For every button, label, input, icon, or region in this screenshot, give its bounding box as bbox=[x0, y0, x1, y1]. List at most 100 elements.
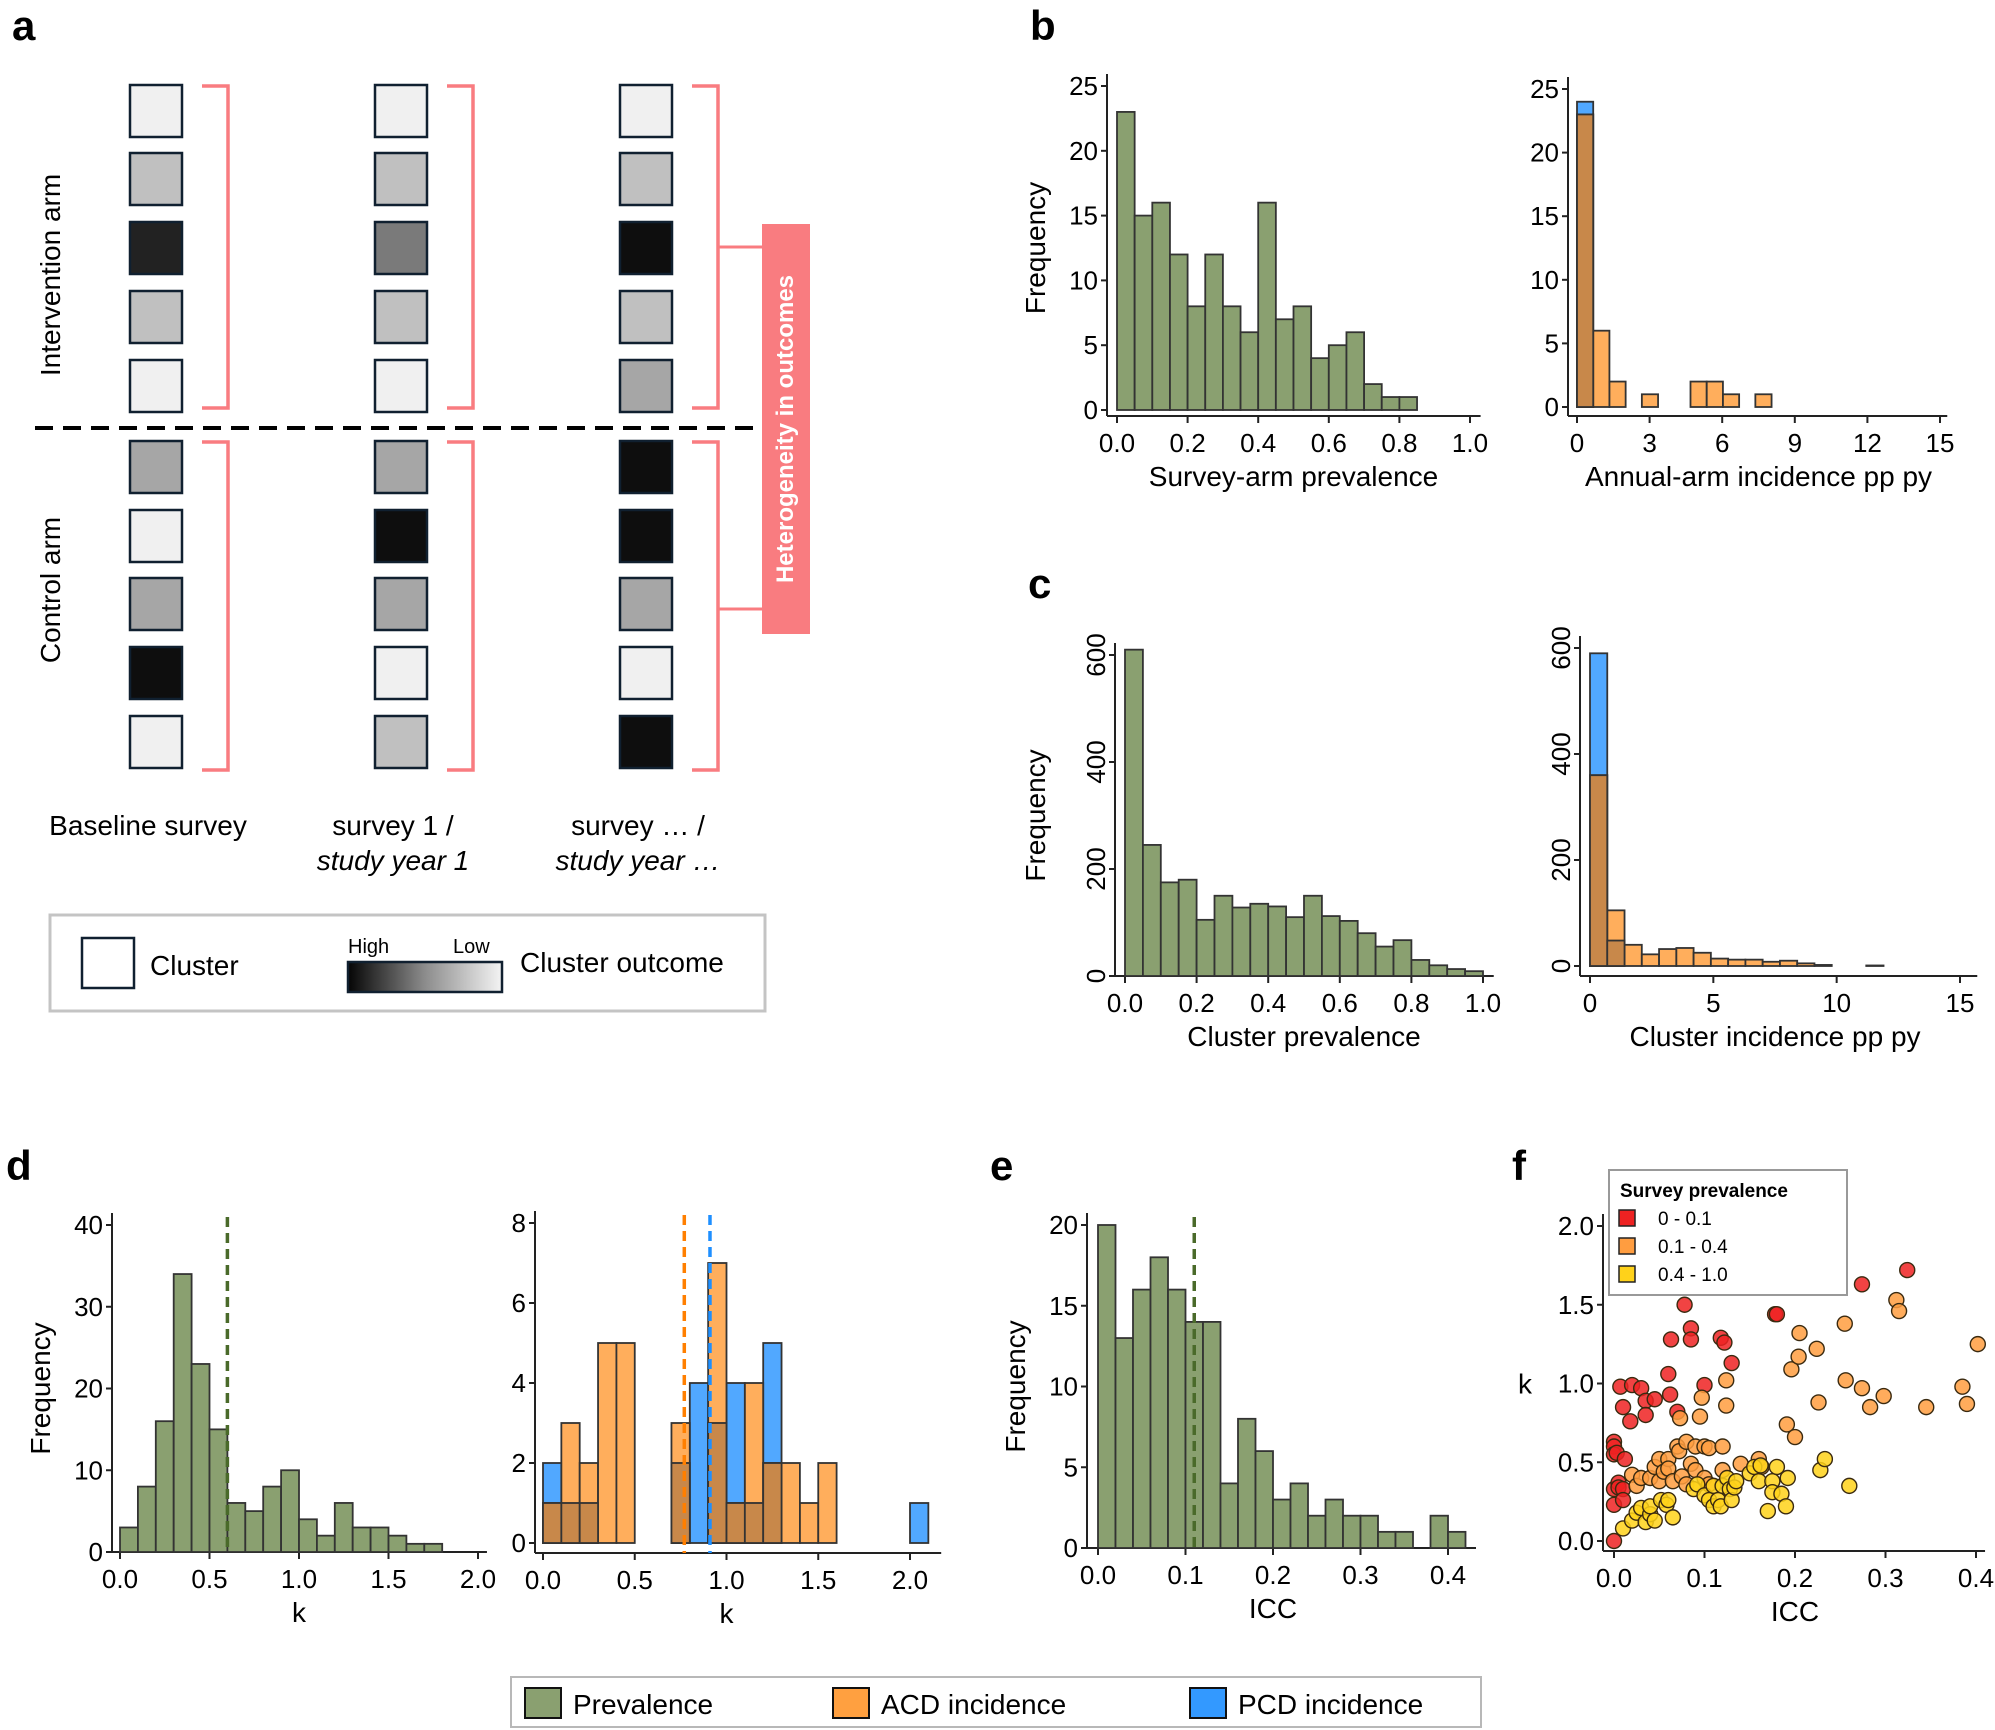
bracket-control bbox=[202, 440, 230, 772]
histogram-bar bbox=[154, 1420, 175, 1553]
histogram-bar bbox=[1307, 1514, 1327, 1549]
cluster-square-intervention bbox=[618, 83, 674, 139]
x-tick-label: 0.1 bbox=[1686, 1563, 1722, 1593]
scatter-legend-title: Survey prevalence bbox=[1620, 1181, 1788, 1202]
y-tick-label: 200 bbox=[1546, 838, 1576, 881]
histogram-bar bbox=[1213, 894, 1234, 977]
legend-label-prevalence: Prevalence bbox=[573, 1689, 713, 1720]
bracket-control bbox=[447, 440, 475, 772]
x-tick-label: 9 bbox=[1788, 428, 1802, 458]
y-tick-label: 600 bbox=[1546, 626, 1576, 669]
y-tick-label: 0 bbox=[1546, 959, 1576, 973]
x-tick-label: 0.8 bbox=[1393, 988, 1429, 1018]
y-tick-label: 4 bbox=[512, 1368, 526, 1398]
cluster-square-control bbox=[128, 508, 184, 564]
histogram-overlap-bar bbox=[1576, 113, 1595, 408]
histogram-bar bbox=[1464, 970, 1484, 977]
histogram-bar bbox=[119, 1526, 139, 1553]
x-tick-label: 2.0 bbox=[460, 1564, 496, 1594]
scatter-point bbox=[1660, 1491, 1677, 1509]
histogram-bar bbox=[1114, 1337, 1134, 1549]
y-tick-label: 0 bbox=[512, 1528, 526, 1558]
scatter-point bbox=[1759, 1502, 1777, 1520]
histogram-bar bbox=[688, 1382, 710, 1544]
y-tick-label: 20 bbox=[74, 1374, 103, 1404]
y-tick-label: 15 bbox=[1530, 201, 1559, 231]
scatter-point bbox=[1861, 1398, 1879, 1416]
x-axis-label: k bbox=[720, 1598, 735, 1629]
histogram-bar bbox=[1338, 919, 1359, 977]
x-tick-label: 0.2 bbox=[1777, 1563, 1813, 1593]
y-tick-label: 0 bbox=[1545, 392, 1559, 422]
histogram-bar bbox=[333, 1502, 354, 1553]
histogram-bar bbox=[1705, 380, 1724, 408]
x-tick-label: 0.4 bbox=[1430, 1560, 1466, 1590]
y-axis-label: Frequency bbox=[1020, 182, 1051, 314]
scatter-point bbox=[1614, 1398, 1632, 1416]
histogram-bar bbox=[615, 1342, 636, 1544]
histogram-bar bbox=[1124, 648, 1144, 977]
histogram-overlap-bar bbox=[725, 1502, 746, 1544]
x-tick-label: 0.5 bbox=[191, 1564, 227, 1594]
scatter-point bbox=[1779, 1469, 1796, 1487]
histogram-bar bbox=[1796, 962, 1816, 967]
panel-a-diagram: Intervention arm Control arm Heterogenei… bbox=[35, 83, 810, 1013]
histogram-bar bbox=[1410, 959, 1431, 977]
scatter-point bbox=[1664, 1509, 1682, 1526]
cluster-square-intervention bbox=[373, 220, 429, 276]
chart-e: 0 5 10 15 20 0.0 0.1 0.2 0.3 0.4 ICC Frequency bbox=[1000, 1210, 1476, 1624]
x-tick-label: 1.0 bbox=[1465, 988, 1501, 1018]
scatter-legend-label: 0 - 0.1 bbox=[1658, 1209, 1712, 1230]
histogram-bar bbox=[226, 1502, 247, 1553]
scatter-point bbox=[1783, 1361, 1800, 1378]
histogram-bar bbox=[1285, 916, 1305, 977]
y-tick-label: 5 bbox=[1084, 330, 1098, 360]
histogram-bar bbox=[1142, 844, 1162, 977]
histogram-bar bbox=[1202, 1321, 1222, 1549]
x-tick-label: 0.4 bbox=[1958, 1563, 1994, 1593]
cluster-square-control bbox=[128, 439, 184, 495]
cluster-square-control bbox=[128, 645, 184, 701]
x-tick-label: 0.3 bbox=[1867, 1563, 1903, 1593]
bracket-control bbox=[692, 440, 720, 772]
histogram-bar bbox=[909, 1502, 930, 1544]
scatter-legend-label: 0.4 - 1.0 bbox=[1658, 1265, 1728, 1286]
control-arm-label: Control arm bbox=[35, 517, 66, 663]
histogram-bar bbox=[780, 1462, 801, 1544]
y-tick-label: 20 bbox=[1069, 136, 1098, 166]
scatter-legend-swatch bbox=[1618, 1209, 1636, 1227]
histogram-bar bbox=[1447, 1530, 1467, 1549]
cluster-square-control bbox=[128, 576, 184, 632]
y-tick-label: 6 bbox=[512, 1288, 526, 1318]
x-axis-label: ICC bbox=[1249, 1593, 1297, 1624]
histogram-bar bbox=[1722, 393, 1741, 408]
bracket-intervention bbox=[447, 84, 475, 410]
histogram-bar bbox=[1132, 1288, 1152, 1549]
column-label-survey-n: survey … / bbox=[571, 810, 705, 841]
scatter-point bbox=[1700, 1439, 1718, 1457]
histogram-bar bbox=[1592, 329, 1611, 408]
cluster-square-intervention bbox=[618, 220, 674, 276]
x-tick-label: 0.0 bbox=[1596, 1563, 1632, 1593]
histogram-bar bbox=[1345, 331, 1365, 411]
histogram-bar bbox=[1709, 957, 1730, 967]
x-tick-label: 0.6 bbox=[1311, 428, 1347, 458]
x-tick-label: 0.0 bbox=[525, 1565, 561, 1595]
histogram-bar bbox=[1623, 943, 1643, 967]
histogram-bar bbox=[1151, 201, 1171, 411]
x-tick-label: 0.4 bbox=[1250, 988, 1286, 1018]
x-axis-label: ICC bbox=[1771, 1596, 1819, 1627]
scatter-legend-swatch bbox=[1618, 1237, 1636, 1255]
scatter-legend-frame bbox=[1608, 1169, 1848, 1296]
scatter-point bbox=[1841, 1477, 1858, 1495]
histogram-bar bbox=[1249, 902, 1270, 977]
y-axis-label: k bbox=[1518, 1369, 1533, 1400]
cluster-square-intervention bbox=[618, 358, 674, 414]
x-tick-label: 0.0 bbox=[102, 1564, 138, 1594]
x-axis-label: Annual-arm incidence pp py bbox=[1585, 461, 1932, 492]
histogram-bar bbox=[817, 1462, 838, 1544]
column-label-survey1: survey 1 / bbox=[332, 810, 454, 841]
panel-letter-a: a bbox=[12, 2, 36, 49]
histogram-bar bbox=[190, 1363, 211, 1553]
